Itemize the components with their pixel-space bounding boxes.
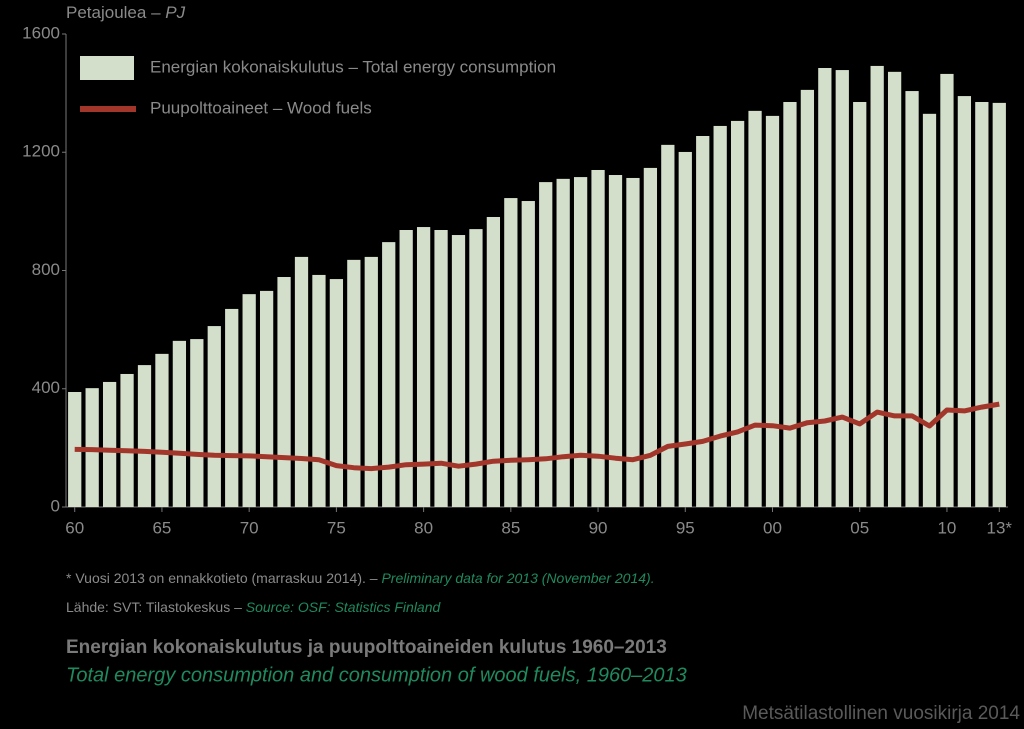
bar [521,201,535,507]
bar [102,381,117,507]
bar [486,216,501,507]
x-tick-label: 00 [763,518,782,537]
bar [940,73,954,508]
x-tick-label: 90 [589,518,608,537]
bar [137,365,152,507]
bar [416,227,431,507]
bar [730,120,745,507]
legend-swatch [80,56,134,80]
bar [329,279,344,507]
chart-title: Energian kokonaiskulutus ja puupolttoain… [66,637,667,658]
x-tick-label: 70 [240,518,259,537]
bar [713,125,727,507]
bar [451,235,466,507]
source-brand: Metsätilastollinen vuosikirja 2014 [742,703,1020,724]
bar [382,242,396,507]
bar [992,102,1006,508]
bar [364,256,378,507]
bar [696,135,710,507]
line [74,401,1000,472]
x-tick-label: 13* [987,518,1013,537]
bar [870,65,884,508]
x-tick-label: 60 [65,518,84,537]
bar [155,353,169,507]
legend-label: Puupolttoaineet – Wood fuels [150,98,372,117]
bar [556,178,570,507]
y-tick-label: 800 [32,260,60,279]
legend-label: Energian kokonaiskulutus – Total energy … [150,57,556,76]
bar [591,169,605,508]
bar [678,151,692,507]
y-tick-label: 0 [51,496,60,515]
y-tick-label: 1600 [22,23,60,42]
y-tick-label: 1200 [22,142,60,161]
bar [975,101,989,508]
bar [539,182,553,507]
bar [887,71,902,507]
bar [312,274,326,507]
bar [242,294,256,507]
bar [922,113,937,507]
bar [399,229,413,507]
bar [800,89,815,508]
bar [347,259,361,507]
bar [957,96,972,508]
bar [818,67,832,507]
bar [661,144,675,507]
note: * Vuosi 2013 on ennakkotieto (marraskuu … [66,570,655,586]
x-tick-label: 10 [937,518,956,537]
chart-subtitle: Total energy consumption and consumption… [66,664,687,686]
bar [765,115,780,507]
bar [626,177,640,508]
bar [190,339,204,507]
y-tick-label: 400 [32,378,60,397]
x-tick-label: 80 [414,518,433,537]
bar [259,290,274,507]
bar [434,229,448,507]
bar [643,167,658,507]
x-tick-label: 65 [152,518,171,537]
note: Lähde: SVT: Tilastokeskus – Source: OSF:… [66,599,441,615]
bar [853,101,867,508]
y-axis-label: Petajoulea – PJ [66,3,186,22]
bar [608,175,623,507]
bar [469,229,483,508]
bar [504,198,518,507]
bar [573,177,588,507]
bar [835,70,849,507]
bar [207,326,221,507]
bar [905,91,919,507]
bar [277,277,291,507]
bar [120,373,134,507]
bar [294,256,309,507]
x-tick-label: 05 [850,518,869,537]
x-tick-label: 95 [676,518,695,537]
bar [748,110,762,508]
x-tick-label: 85 [501,518,520,537]
x-tick-label: 75 [327,518,346,537]
bar [783,101,797,508]
bar [225,308,239,507]
bar [172,340,187,507]
